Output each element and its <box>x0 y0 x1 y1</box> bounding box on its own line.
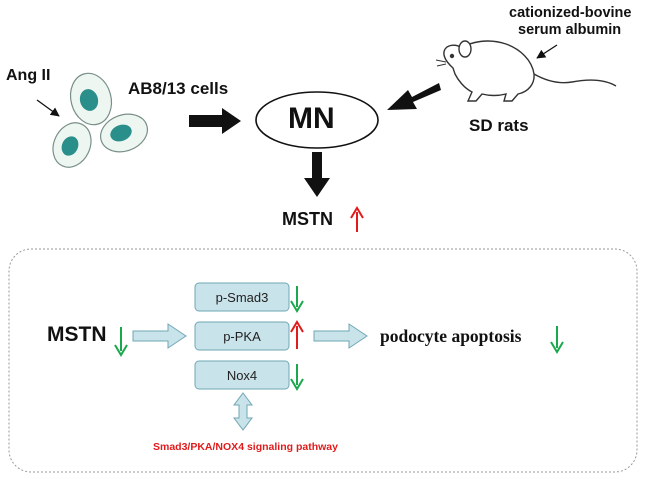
rats-to-mn-arrow <box>387 83 441 110</box>
mn-ellipse <box>255 91 379 149</box>
mstn-down-arrow <box>114 327 128 357</box>
treatment-arrow <box>536 44 558 59</box>
pathway-double-arrow <box>233 392 253 431</box>
p-smad3-label: p-Smad3 <box>215 290 269 305</box>
pathway-panel <box>8 248 638 473</box>
p-pka-up-arrow <box>290 320 304 349</box>
pathway-name-label: Smad3/PKA/NOX4 signaling pathway <box>153 441 338 453</box>
mstn-up-arrow <box>350 206 364 232</box>
cell-cluster-icon <box>52 72 148 168</box>
box-p-smad3 <box>194 282 290 312</box>
mstn-to-pathway-arrow <box>132 323 187 349</box>
pathway-to-outcome-arrow <box>313 323 368 349</box>
ang-ii-label: Ang II <box>6 67 51 84</box>
box-nox4 <box>194 360 290 390</box>
mstn-result-label: MSTN <box>282 209 333 229</box>
mn-to-mstn-arrow <box>304 152 330 197</box>
ang-ii-arrow <box>36 99 60 117</box>
rats-label: SD rats <box>469 116 529 135</box>
box-p-pka <box>194 321 290 351</box>
nox4-down-arrow <box>290 364 304 391</box>
cells-label: AB8/13 cells <box>128 79 229 98</box>
p-smad3-down-arrow <box>290 286 304 313</box>
treatment-label-line1: cationized-bovine <box>509 5 632 21</box>
outcome-down-arrow <box>550 326 564 354</box>
rat-icon <box>435 40 617 102</box>
cells-to-mn-arrow <box>189 108 241 134</box>
nox4-label: Nox4 <box>226 368 258 383</box>
mn-label: MN <box>288 102 335 135</box>
mstn-input-label: MSTN <box>47 323 107 346</box>
outcome-label: podocyte apoptosis <box>380 326 522 346</box>
treatment-label-line2: serum albumin <box>518 22 622 38</box>
p-pka-label: p-PKA <box>223 329 261 344</box>
